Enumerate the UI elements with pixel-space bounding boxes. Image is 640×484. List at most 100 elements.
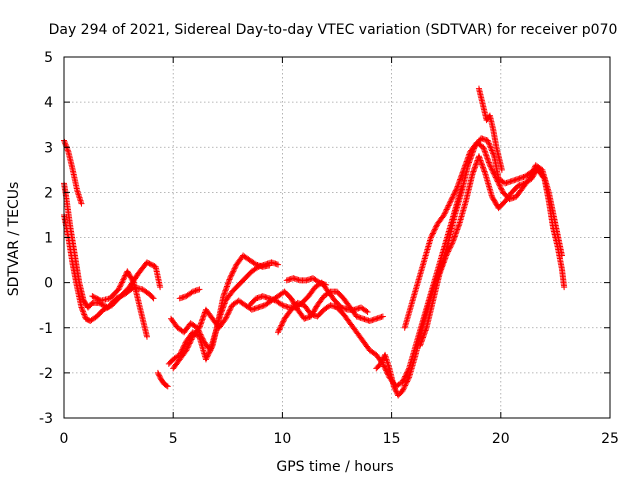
- data-point-marker: [449, 194, 456, 201]
- data-point-marker: [482, 151, 489, 158]
- data-point-marker: [488, 146, 495, 153]
- data-point-marker: [480, 144, 487, 151]
- data-point-marker: [197, 321, 204, 328]
- data-point-marker: [275, 261, 282, 268]
- y-tick-label: 1: [44, 231, 53, 247]
- data-point-marker: [195, 326, 202, 333]
- data-point-marker: [420, 333, 427, 340]
- data-point-marker: [418, 338, 425, 345]
- data-point-marker: [404, 378, 411, 385]
- data-point-marker: [226, 276, 233, 283]
- data-point-marker: [485, 158, 492, 165]
- data-point-marker: [431, 226, 438, 233]
- data-point-marker: [227, 304, 234, 311]
- data-point-marker: [223, 283, 230, 290]
- data-point-marker: [463, 158, 470, 165]
- data-point-marker: [452, 187, 459, 194]
- data-point-marker: [461, 164, 468, 171]
- data-point-marker: [251, 260, 258, 267]
- data-point-marker: [458, 172, 465, 179]
- data-point-marker: [225, 308, 232, 315]
- x-tick-label: 20: [492, 431, 510, 447]
- data-point-marker: [130, 278, 137, 285]
- data-point-marker: [80, 308, 87, 315]
- data-point-marker: [276, 325, 283, 332]
- data-point-marker: [401, 383, 408, 390]
- data-point-marker: [185, 343, 192, 350]
- data-point-marker: [393, 388, 400, 395]
- data-point-marker: [464, 157, 471, 164]
- data-point-marker: [461, 165, 468, 172]
- data-point-marker: [452, 230, 459, 237]
- data-point-marker: [392, 387, 399, 394]
- data-point-marker: [480, 145, 487, 152]
- y-tick-label: -3: [39, 411, 53, 427]
- data-point-marker: [443, 251, 450, 258]
- y-tick-label: 4: [44, 95, 53, 111]
- data-point-marker: [472, 162, 479, 169]
- data-point-marker: [188, 289, 195, 296]
- data-point-marker: [198, 334, 205, 341]
- data-point-marker: [453, 227, 460, 234]
- data-point-marker: [379, 313, 386, 320]
- data-point-marker: [81, 312, 88, 319]
- data-point-marker: [478, 161, 485, 168]
- data-point-marker: [78, 200, 85, 207]
- data-point-marker: [487, 144, 494, 151]
- data-point-marker: [203, 354, 210, 361]
- data-point-marker: [490, 170, 497, 177]
- data-point-marker: [312, 305, 319, 312]
- data-point-marker: [452, 232, 459, 239]
- series-track-9: [176, 286, 203, 302]
- data-point-marker: [402, 382, 409, 389]
- data-point-marker: [196, 286, 203, 293]
- data-point-marker: [183, 345, 190, 352]
- data-point-marker: [204, 352, 211, 359]
- series-track-3: [61, 211, 164, 324]
- data-point-marker: [451, 234, 458, 241]
- data-point-marker: [456, 179, 463, 186]
- data-point-marker: [400, 386, 407, 393]
- data-point-marker: [279, 319, 286, 326]
- data-point-marker: [439, 262, 446, 269]
- data-point-marker: [116, 285, 123, 292]
- data-point-marker: [228, 272, 235, 279]
- data-point-marker: [539, 172, 546, 179]
- data-point-marker: [447, 244, 454, 251]
- data-point-marker: [421, 330, 428, 337]
- data-point-marker: [392, 385, 399, 392]
- data-point-marker: [429, 230, 436, 237]
- data-point-marker: [183, 347, 190, 354]
- data-point-marker: [486, 160, 493, 167]
- data-point-marker: [478, 160, 485, 167]
- data-point-marker: [230, 266, 237, 273]
- data-point-marker: [422, 327, 429, 334]
- y-tick-label: -1: [39, 321, 53, 337]
- data-point-marker: [404, 377, 411, 384]
- y-tick-label: 5: [44, 50, 53, 66]
- data-point-marker: [484, 155, 491, 162]
- series-track-12: [283, 275, 330, 288]
- data-point-marker: [463, 159, 470, 166]
- data-point-marker: [440, 259, 447, 266]
- data-point-marker: [498, 185, 505, 192]
- data-point-marker: [488, 147, 495, 154]
- data-point-marker: [454, 183, 461, 190]
- data-point-marker: [486, 141, 493, 148]
- data-point-marker: [115, 286, 122, 293]
- data-point-marker: [462, 161, 469, 168]
- data-point-marker: [204, 353, 211, 360]
- data-point-marker: [150, 295, 157, 302]
- series-track-5: [154, 369, 171, 390]
- data-point-marker: [465, 154, 472, 161]
- data-point-marker: [378, 359, 385, 366]
- data-point-marker: [81, 311, 88, 318]
- data-point-marker: [442, 207, 449, 214]
- data-point-marker: [529, 173, 536, 180]
- data-point-marker: [227, 273, 234, 280]
- data-point-marker: [119, 278, 126, 285]
- data-point-marker: [419, 337, 426, 344]
- data-point-marker: [428, 233, 435, 240]
